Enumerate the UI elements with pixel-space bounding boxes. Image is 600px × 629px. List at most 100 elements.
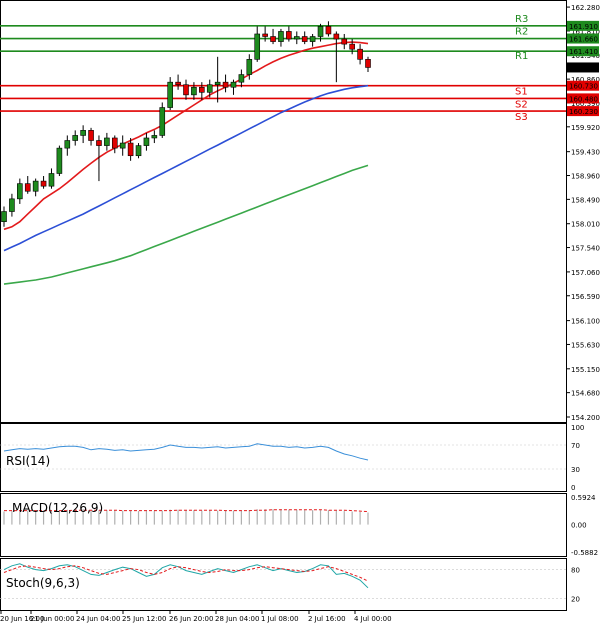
- level-label-s3: S3: [515, 112, 528, 123]
- candle-body: [24, 183, 31, 192]
- current-price-tag: [567, 62, 599, 73]
- candle-body: [111, 137, 118, 149]
- level-label-r1: R1: [515, 51, 528, 62]
- candle-body: [64, 140, 71, 149]
- price-tick-label: 156.100: [571, 318, 600, 326]
- price-tick-label: 158.960: [571, 173, 600, 181]
- price-tick-label: 157.060: [571, 269, 600, 277]
- date-tick-label: 28 Jun 04:00: [215, 615, 259, 623]
- candle-body: [325, 26, 332, 35]
- date-tick-label: 24 Jun 04:00: [76, 615, 120, 623]
- candle-body: [230, 81, 237, 88]
- price-tick-label: 154.200: [571, 414, 600, 422]
- candle-body: [254, 33, 261, 60]
- candle-body: [104, 137, 110, 146]
- date-tick-label: 1 Jul 08:00: [261, 615, 299, 623]
- candle-body: [143, 137, 150, 146]
- level-label-s2: S2: [515, 99, 528, 110]
- candle-body: [96, 140, 102, 146]
- level-label-s1: S1: [515, 87, 528, 98]
- candle-body: [222, 81, 229, 88]
- level-price-tag-r3: [567, 20, 599, 31]
- date-tick-label: 26 Jun 20:00: [169, 615, 213, 623]
- candle-body: [199, 86, 205, 93]
- date-tick-label: 20 Jun 16:00: [0, 615, 44, 623]
- price-tick-label: 162.280: [571, 4, 600, 12]
- moving-average-line-1: [3, 84, 369, 252]
- price-tick-label: 158.490: [571, 196, 600, 204]
- candle-body: [365, 59, 371, 68]
- candle-body: [333, 33, 340, 40]
- stoch-pane-frame: [0, 558, 567, 611]
- stoch-tick-label: 80: [571, 567, 580, 575]
- candle-body: [167, 81, 173, 108]
- candle-body: [262, 33, 268, 37]
- main-pane-frame: [0, 0, 567, 423]
- level-label-r2: R2: [515, 27, 528, 38]
- candle-body: [293, 36, 300, 40]
- date-tick-label: 25 Jun 12:00: [122, 615, 166, 623]
- candle-body: [56, 147, 63, 174]
- rsi-title: RSI(14): [6, 454, 50, 468]
- price-tick-label: 155.630: [571, 341, 600, 349]
- level-label-r3: R3: [515, 14, 528, 25]
- price-tick-label: 158.010: [571, 221, 600, 229]
- candle-body: [214, 81, 221, 86]
- candle-body: [135, 145, 142, 157]
- candle-body: [270, 36, 276, 42]
- stoch-signal-line: [3, 565, 369, 582]
- candle-body: [159, 107, 166, 136]
- level-price-tag-text: 161.910: [569, 23, 598, 31]
- candle-body: [48, 173, 55, 187]
- level-price-tag-r1: [567, 46, 599, 57]
- candle-body: [175, 81, 181, 86]
- price-tick-label: 154.680: [571, 390, 600, 398]
- level-price-tag-text: 161.660: [569, 36, 598, 44]
- price-tick-label: 159.920: [571, 124, 600, 132]
- macd-title: MACD(12,26,9): [12, 501, 103, 515]
- candle-body: [246, 59, 253, 75]
- candle-body: [309, 36, 316, 42]
- candle-body: [72, 135, 79, 141]
- level-price-tag-text: 160.480: [569, 95, 598, 103]
- candle-body: [32, 180, 39, 192]
- price-tick-label: 155.150: [571, 366, 600, 374]
- date-tick-label: 4 Jul 00:00: [354, 615, 392, 623]
- stoch-title: Stoch(9,6,3): [6, 576, 80, 590]
- candle-body: [357, 48, 363, 60]
- rsi-tick-label: 100: [571, 424, 584, 432]
- price-tick-label: 157.540: [571, 245, 600, 253]
- candle-body: [119, 142, 126, 149]
- candle-body: [238, 74, 245, 83]
- candle-body: [341, 38, 348, 45]
- candle-body: [1, 211, 7, 222]
- level-price-tag-text: 160.230: [569, 108, 598, 116]
- candle-body: [278, 31, 284, 42]
- rsi-pane-frame: [0, 423, 567, 492]
- date-tick-label: 21 Jun 00:00: [30, 615, 74, 623]
- candle-body: [151, 135, 158, 139]
- moving-average-line-2: [3, 164, 369, 285]
- current-price-text: 161.090: [569, 64, 598, 72]
- price-tick-label: 156.590: [571, 293, 600, 301]
- candle-body: [183, 84, 189, 96]
- macd-tick-label: 0.00: [571, 522, 587, 530]
- price-tick-label: 160.390: [571, 100, 600, 108]
- level-price-tag-r2: [567, 33, 599, 44]
- candle-body: [9, 198, 15, 212]
- candle-body: [88, 130, 94, 141]
- stoch-main-line: [3, 563, 369, 589]
- level-price-tag-text: 161.410: [569, 48, 598, 56]
- moving-average-line-0: [3, 41, 369, 231]
- rsi-tick-label: 70: [571, 442, 580, 450]
- level-price-tag-s3: [567, 106, 599, 117]
- candle-body: [40, 180, 47, 187]
- candle-body: [80, 130, 86, 136]
- candle-body: [17, 183, 23, 200]
- macd-pane-frame: [0, 493, 567, 557]
- level-price-tag-s1: [567, 80, 599, 91]
- candle-body: [301, 36, 308, 42]
- candle-body: [317, 26, 324, 37]
